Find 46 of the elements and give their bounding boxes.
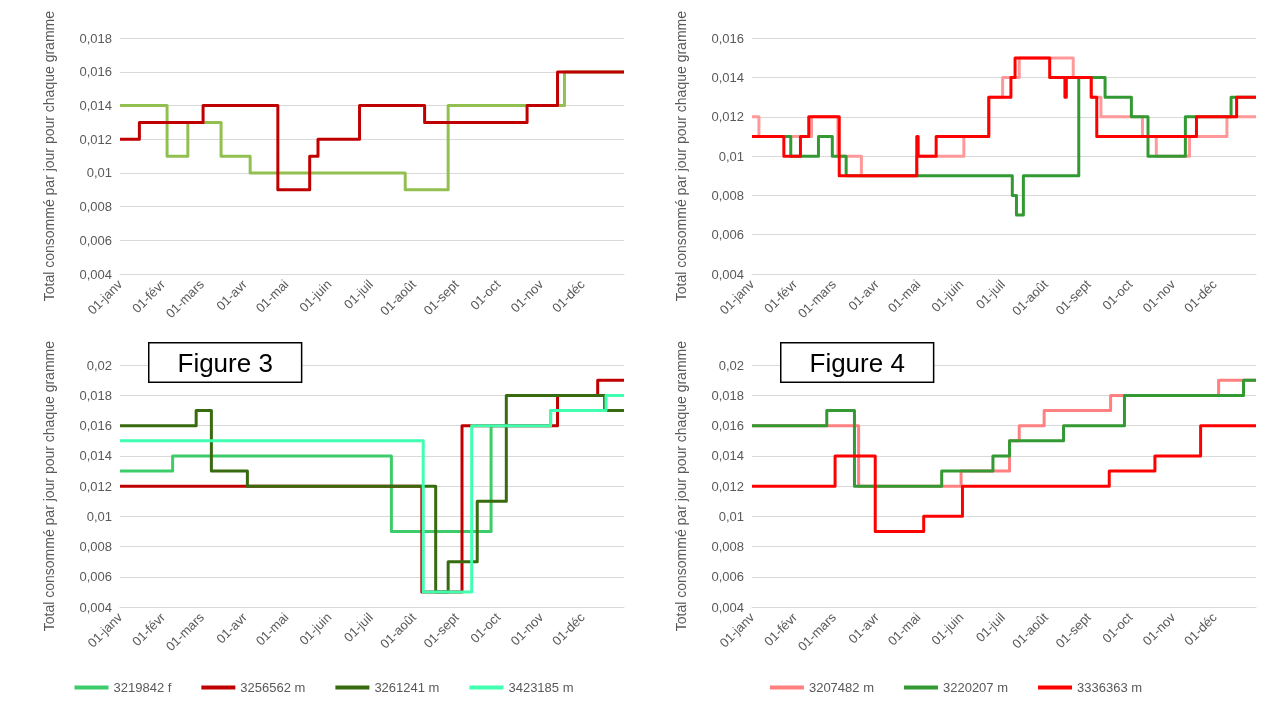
y-tick-label: 0,02: [718, 357, 744, 373]
y-tick-label: 0,012: [79, 478, 112, 494]
legend-label: 3256562 m: [240, 680, 306, 695]
y-tick-label: 0,02: [86, 357, 112, 373]
y-tick-label: 0,004: [711, 266, 744, 282]
y-tick-label: 0,008: [711, 187, 744, 203]
y-tick-label: 0,008: [79, 199, 112, 215]
y-tick-label: 0,004: [79, 599, 112, 615]
y-tick-label: 0,016: [711, 418, 744, 434]
y-tick-label: 0,014: [79, 98, 112, 114]
y-tick-label: 0,01: [86, 508, 112, 524]
legend-label: 3220207 m: [942, 680, 1009, 695]
y-axis-title: Total consommé par jour pour chaque gramme: [673, 10, 689, 302]
y-tick-label: 0,01: [718, 508, 744, 524]
legend-label: 3336363 m: [1077, 680, 1143, 695]
y-tick-label: 0,018: [79, 387, 112, 403]
y-tick-label: 0,006: [79, 569, 112, 585]
y-tick-label: 0,018: [711, 387, 744, 403]
y-tick-label: 0,01: [718, 148, 744, 164]
y-tick-label: 0,016: [79, 64, 112, 80]
y-tick-label: 0,006: [79, 232, 112, 248]
y-tick-label: 0,012: [79, 131, 112, 147]
y-tick-label: 0,004: [711, 599, 744, 615]
y-axis-title: Total consommé par jour pour chaque gramme: [41, 10, 57, 302]
y-tick-label: 0,004: [79, 266, 112, 282]
legend-label: 3261241 m: [374, 680, 440, 695]
y-tick-label: 0,014: [711, 70, 744, 86]
annotation: Figure 3: [177, 347, 273, 378]
y-tick-label: 0,018: [79, 30, 112, 46]
y-tick-label: 0,012: [711, 478, 744, 494]
legend-label: 3207482 m: [808, 680, 874, 695]
y-tick-label: 0,016: [711, 30, 744, 46]
y-tick-label: 0,012: [711, 109, 744, 125]
y-tick-label: 0,008: [711, 539, 744, 555]
y-axis-title: Total consommé par jour pour chaque gramme: [673, 340, 689, 632]
annotation: Figure 4: [809, 347, 905, 378]
y-axis-title: Total consommé par jour pour chaque gramme: [41, 340, 57, 632]
y-tick-label: 0,006: [711, 569, 744, 585]
y-tick-label: 0,014: [711, 448, 744, 464]
legend-label: 3219842 f: [113, 680, 172, 695]
y-tick-label: 0,016: [79, 418, 112, 434]
y-tick-label: 0,014: [79, 448, 112, 464]
y-tick-label: 0,008: [79, 539, 112, 555]
y-tick-label: 0,01: [86, 165, 112, 181]
legend-label: 3423185 m: [508, 680, 574, 695]
y-tick-label: 0,006: [711, 227, 744, 243]
